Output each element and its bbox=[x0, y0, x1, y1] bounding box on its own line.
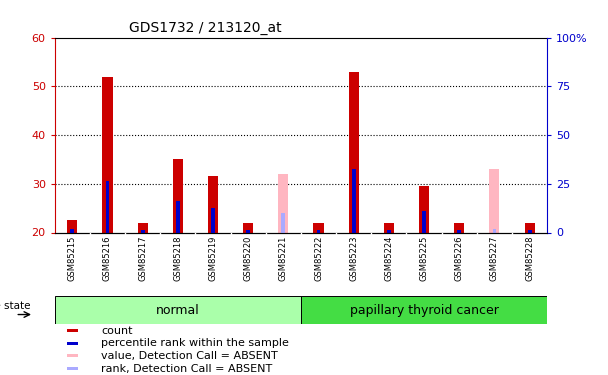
Bar bbox=[489, 169, 500, 232]
Bar bbox=[67, 354, 78, 357]
Text: GSM85228: GSM85228 bbox=[525, 236, 534, 281]
Bar bbox=[106, 182, 109, 232]
Bar bbox=[492, 229, 496, 232]
Bar bbox=[243, 223, 254, 232]
Bar bbox=[348, 72, 359, 232]
Bar bbox=[525, 223, 534, 232]
Text: GSM85219: GSM85219 bbox=[209, 236, 218, 281]
Bar bbox=[67, 220, 77, 232]
Text: GDS1732 / 213120_at: GDS1732 / 213120_at bbox=[128, 21, 282, 35]
Bar bbox=[317, 230, 320, 232]
Bar bbox=[246, 230, 250, 232]
Bar bbox=[67, 367, 78, 370]
Text: GSM85226: GSM85226 bbox=[455, 236, 464, 281]
Bar bbox=[208, 177, 218, 232]
Bar bbox=[301, 296, 547, 324]
Bar bbox=[55, 296, 301, 324]
Bar bbox=[67, 342, 78, 345]
Bar bbox=[173, 159, 183, 232]
Text: normal: normal bbox=[156, 304, 199, 317]
Text: GSM85221: GSM85221 bbox=[279, 236, 288, 281]
Bar bbox=[352, 169, 356, 232]
Bar bbox=[528, 230, 531, 232]
Text: GSM85216: GSM85216 bbox=[103, 236, 112, 281]
Text: percentile rank within the sample: percentile rank within the sample bbox=[102, 338, 289, 348]
Bar bbox=[282, 213, 285, 232]
Text: GSM85223: GSM85223 bbox=[349, 236, 358, 281]
Text: count: count bbox=[102, 326, 133, 336]
Text: GSM85222: GSM85222 bbox=[314, 236, 323, 281]
Bar bbox=[384, 223, 394, 232]
Text: GSM85227: GSM85227 bbox=[490, 236, 499, 281]
Bar bbox=[278, 174, 288, 232]
Bar bbox=[141, 230, 145, 232]
Text: value, Detection Call = ABSENT: value, Detection Call = ABSENT bbox=[102, 351, 278, 361]
Bar bbox=[137, 223, 148, 232]
Text: GSM85215: GSM85215 bbox=[68, 236, 77, 281]
Text: disease state: disease state bbox=[0, 301, 30, 311]
Text: GSM85217: GSM85217 bbox=[138, 236, 147, 281]
Bar bbox=[457, 230, 461, 232]
Bar bbox=[387, 230, 391, 232]
Bar bbox=[211, 208, 215, 232]
Text: rank, Detection Call = ABSENT: rank, Detection Call = ABSENT bbox=[102, 364, 272, 374]
Text: GSM85220: GSM85220 bbox=[244, 236, 253, 281]
Bar bbox=[102, 76, 112, 232]
Bar bbox=[71, 229, 74, 232]
Text: papillary thyroid cancer: papillary thyroid cancer bbox=[350, 304, 499, 317]
Text: GSM85218: GSM85218 bbox=[173, 236, 182, 281]
Bar bbox=[314, 223, 323, 232]
Text: GSM85224: GSM85224 bbox=[384, 236, 393, 281]
Bar bbox=[67, 329, 78, 332]
Bar bbox=[454, 223, 465, 232]
Bar bbox=[176, 201, 180, 232]
Bar bbox=[419, 186, 429, 232]
Bar bbox=[422, 211, 426, 232]
Text: GSM85225: GSM85225 bbox=[420, 236, 429, 281]
